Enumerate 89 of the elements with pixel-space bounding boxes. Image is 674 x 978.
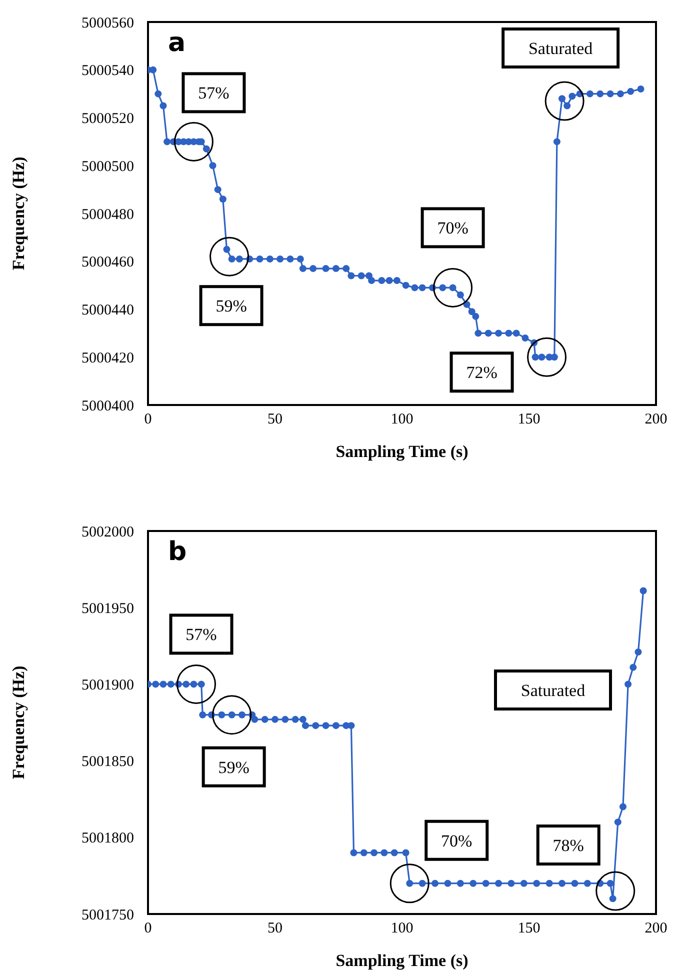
point <box>350 849 358 856</box>
y-tick-label: 5000460 <box>82 254 134 271</box>
point <box>332 722 340 730</box>
point <box>360 849 368 856</box>
point <box>584 880 591 887</box>
point <box>261 716 268 723</box>
point <box>456 880 464 887</box>
x-axis-title: Sampling Time (s) <box>336 442 468 461</box>
point <box>380 849 388 856</box>
y-tick-label: 5000540 <box>82 63 134 80</box>
x-tick-label: 50 <box>268 412 282 428</box>
point <box>238 711 246 718</box>
y-axis-title: Frequency (Hz) <box>9 156 28 270</box>
y-axis-title: Frequency (Hz) <box>9 666 28 780</box>
annotation: 70% <box>437 218 468 238</box>
point <box>348 722 355 730</box>
y-tick-label: 5001800 <box>82 830 134 847</box>
annotation: 78% <box>552 836 584 856</box>
point <box>160 680 167 688</box>
point <box>218 711 226 718</box>
point <box>199 711 206 718</box>
point <box>390 849 398 856</box>
annotation: Saturated <box>528 38 594 58</box>
point <box>482 880 490 887</box>
point <box>167 680 174 688</box>
x-tick-label: 200 <box>644 412 668 428</box>
point <box>495 880 502 887</box>
annotation: 59% <box>216 296 247 316</box>
chart-title: b <box>168 537 187 567</box>
point <box>302 722 309 730</box>
x-tick-label: 0 <box>144 412 152 428</box>
point <box>640 587 647 594</box>
y-tick-label: 5000560 <box>82 15 134 32</box>
point <box>634 648 642 656</box>
point <box>282 716 289 723</box>
x-tick-label: 200 <box>644 920 668 937</box>
point <box>609 895 616 902</box>
x-tick-label: 100 <box>390 920 414 937</box>
point <box>508 880 515 887</box>
y-tick-label: 5001950 <box>82 600 134 617</box>
point <box>182 680 190 688</box>
y-tick-label: 5000520 <box>82 111 134 128</box>
annotation: 59% <box>218 758 250 777</box>
point <box>418 880 426 887</box>
point <box>190 680 198 688</box>
point <box>272 716 278 723</box>
x-tick-label: 150 <box>518 412 540 428</box>
y-tick-label: 5000440 <box>82 302 134 319</box>
y-tick-label: 5000400 <box>82 398 134 414</box>
annotation: 72% <box>466 363 498 382</box>
point <box>402 849 410 856</box>
x-tick-label: 0 <box>144 920 152 937</box>
y-tick-label: 5000480 <box>82 206 134 223</box>
point <box>444 880 452 887</box>
y-tick-label: 5000420 <box>82 350 134 366</box>
annotation: 57% <box>198 84 230 103</box>
point <box>571 880 578 887</box>
x-tick-label: 150 <box>518 920 540 937</box>
point <box>251 716 258 723</box>
y-tick-label: 5001850 <box>82 754 134 770</box>
x-axis-title: Sampling Time (s) <box>336 951 468 970</box>
point <box>520 880 528 887</box>
point <box>198 680 205 688</box>
point <box>312 722 320 730</box>
annotation: 57% <box>186 625 217 644</box>
point <box>322 722 330 730</box>
y-tick-label: 5002000 <box>82 524 134 540</box>
point <box>630 664 637 671</box>
x-tick-label: 50 <box>268 920 282 937</box>
point <box>152 680 160 688</box>
y-tick-label: 5000500 <box>82 158 134 175</box>
y-tick-label: 5001900 <box>82 678 134 694</box>
chart-title: a <box>168 28 186 58</box>
point <box>432 880 439 887</box>
point <box>533 880 540 887</box>
point <box>558 880 566 887</box>
point <box>614 818 622 826</box>
x-tick-label: 100 <box>390 412 414 428</box>
y-tick-label: 5001750 <box>82 907 134 924</box>
point <box>619 803 626 810</box>
point <box>299 716 306 723</box>
point <box>470 880 477 887</box>
point <box>606 880 614 887</box>
point <box>292 716 299 723</box>
annotation: Saturated <box>520 681 586 700</box>
point <box>370 849 378 856</box>
point <box>624 680 632 688</box>
point <box>546 880 553 887</box>
annotation: 70% <box>441 831 472 850</box>
